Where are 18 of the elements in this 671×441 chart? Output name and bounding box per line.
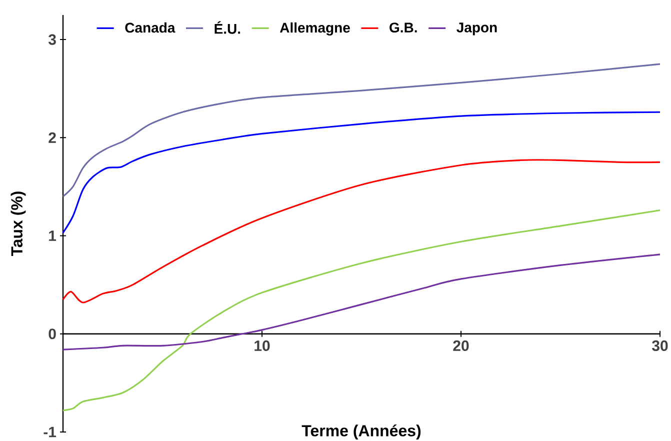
y-tick-label: -1 <box>44 426 56 438</box>
legend-label: Japon <box>456 22 497 36</box>
legend-label: É.U. <box>214 21 240 34</box>
legend-label: Canada <box>125 22 176 33</box>
x-tick-label: 30 <box>652 340 668 352</box>
y-tick-label: 1 <box>49 230 56 241</box>
legend-label: G.B. <box>390 22 417 32</box>
y-tick-label: 2 <box>48 132 56 143</box>
legend-label: Allemagne <box>280 22 350 36</box>
y-axis-title: Taux (%) <box>10 192 26 256</box>
line-series <box>62 111 661 234</box>
y-tick-label: 0 <box>48 328 56 340</box>
x-tick-label: 20 <box>453 340 469 352</box>
line-series <box>62 63 661 198</box>
x-axis-title: Terme (Années) <box>302 424 421 440</box>
line-series <box>62 159 661 304</box>
y-tick-label: 3 <box>48 34 56 45</box>
x-tick-label: 10 <box>254 340 270 352</box>
